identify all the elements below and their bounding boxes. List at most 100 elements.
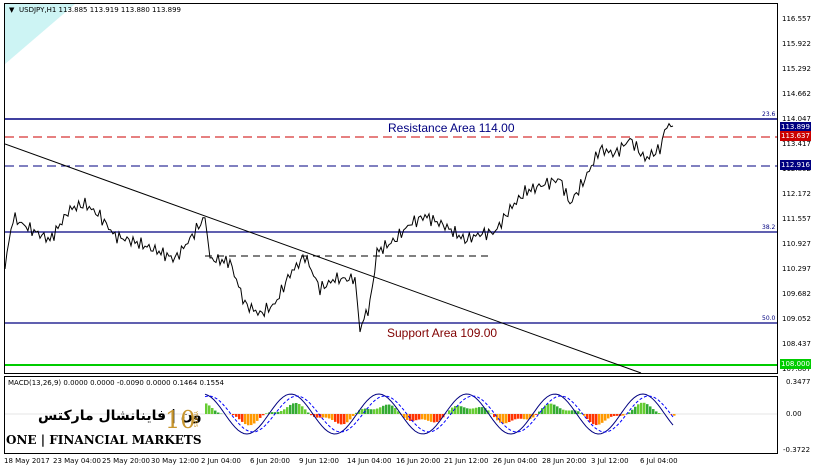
red-level-box: 113.637	[780, 131, 811, 141]
macd-histogram-bar	[481, 407, 484, 414]
macd-histogram-bar	[247, 414, 250, 426]
main-chart-pane[interactable]: ▼ USDJPY,H1 113.885 113.919 113.880 113.…	[4, 3, 778, 374]
time-axis-tick: 2 Jun 04:00	[201, 457, 242, 465]
time-axis[interactable]: 18 May 2017 23 May 04:00 25 May 20:00 30 Ma…	[4, 454, 778, 471]
macd-axis-bottom: -0.3722	[783, 446, 811, 454]
macd-signal-line	[204, 395, 674, 433]
macd-histogram-bar	[436, 414, 439, 422]
macd-pane[interactable]: MACD(13,26,9) 0.0000 0.0000 -0.0090 0.00…	[4, 376, 778, 454]
macd-histogram-bar	[409, 414, 412, 421]
macd-histogram-bar	[346, 414, 349, 423]
macd-histogram-bar	[634, 406, 637, 414]
macd-histogram-bar	[349, 414, 352, 420]
blue-level-box: 112.916	[780, 160, 811, 170]
macd-histogram-bar	[502, 414, 505, 424]
price-axis-tick: 109.682	[782, 290, 811, 298]
current-price-box: 113.899	[780, 122, 811, 132]
macd-histogram-bar	[553, 404, 556, 414]
macd-histogram-bar	[361, 408, 364, 414]
price-axis-tick: 114.662	[782, 90, 811, 98]
price-axis[interactable]: 116.557 115.922 115.292 114.662 114.047 113.4…	[778, 3, 814, 454]
macd-histogram-bar	[244, 414, 247, 425]
macd-histogram-bar	[367, 408, 370, 414]
macd-histogram-bar	[280, 411, 283, 414]
macd-histogram-bar	[256, 414, 259, 421]
macd-histogram-bar	[628, 412, 631, 414]
triangle-down-icon[interactable]: ▼	[9, 6, 15, 14]
macd-histogram-bar	[424, 414, 427, 420]
symbol-header: USDJPY,H1 113.885 113.919 113.880 113.89…	[19, 6, 181, 14]
macd-histogram-bar	[343, 414, 346, 425]
cyan-shade-area	[5, 4, 75, 64]
time-axis-tick: 25 May 20:00	[102, 457, 151, 465]
resistance-annotation: Resistance Area 114.00	[388, 121, 515, 135]
logo-english-text: ONE | FINANCIAL MARKETS	[6, 433, 202, 447]
macd-histogram-bar	[550, 403, 553, 414]
macd-histogram-bar	[373, 409, 376, 414]
price-series	[5, 122, 674, 333]
macd-histogram-bar	[394, 408, 397, 414]
macd-histogram-bar	[271, 412, 274, 414]
macd-histogram-bar	[538, 411, 541, 414]
macd-histogram-bar	[370, 409, 373, 414]
macd-histogram-bar	[259, 414, 262, 418]
macd-histogram-bar	[322, 414, 325, 418]
macd-histogram-bar	[325, 414, 328, 418]
macd-histogram-bar	[208, 405, 211, 414]
time-axis-tick: 18 May 2017	[4, 457, 50, 465]
macd-histogram-bar	[622, 414, 625, 416]
macd-histogram-bar	[439, 414, 442, 421]
macd-histogram-bar	[655, 411, 658, 414]
price-axis-tick: 114.047	[782, 115, 811, 123]
price-axis-tick: 111.557	[782, 215, 811, 223]
time-axis-tick: 14 Jun 04:00	[347, 457, 392, 465]
macd-histogram-bar	[646, 404, 649, 414]
time-axis-tick: 3 Jul 12:00	[591, 457, 629, 465]
macd-histogram-bar	[283, 409, 286, 414]
macd-histogram-bar	[418, 414, 421, 420]
macd-histogram	[205, 402, 676, 426]
macd-axis-zero: 0.00	[786, 410, 802, 418]
macd-histogram-bar	[376, 408, 379, 414]
macd-axis-top: 0.3477	[786, 378, 811, 386]
time-axis-tick: 9 Jun 12:00	[299, 457, 340, 465]
macd-histogram-bar	[652, 409, 655, 414]
macd-histogram-bar	[334, 414, 337, 422]
macd-histogram-bar	[217, 412, 220, 414]
macd-histogram-bar	[352, 414, 355, 417]
macd-histogram-bar	[472, 408, 475, 414]
macd-canvas[interactable]	[5, 377, 777, 453]
macd-histogram-bar	[673, 414, 676, 416]
macd-histogram-bar	[529, 414, 532, 419]
logo-arabic-text: ون | فاينانشال ماركتس	[38, 408, 202, 424]
price-axis-tick: 113.417	[782, 140, 811, 148]
time-axis-tick: 28 Jun 20:00	[542, 457, 587, 465]
price-chart-canvas[interactable]	[5, 4, 777, 373]
macd-histogram-bar	[598, 414, 601, 425]
macd-histogram-bar	[340, 414, 343, 425]
macd-histogram-bar	[301, 406, 304, 414]
macd-histogram-bar	[640, 402, 643, 414]
macd-histogram-bar	[427, 414, 430, 421]
macd-histogram-bar	[547, 403, 550, 414]
macd-histogram-bar	[589, 414, 592, 423]
macd-histogram-bar	[577, 411, 580, 414]
macd-histogram-bar	[388, 404, 391, 414]
macd-histogram-bar	[385, 404, 388, 414]
macd-histogram-bar	[460, 406, 463, 414]
macd-histogram-bar	[469, 408, 472, 414]
macd-histogram-bar	[508, 414, 511, 423]
macd-histogram-bar	[211, 408, 214, 414]
macd-histogram-bar	[466, 408, 469, 414]
macd-histogram-bar	[265, 413, 268, 414]
macd-histogram-bar	[403, 414, 406, 418]
macd-histogram-bar	[544, 405, 547, 414]
macd-histogram-bar	[397, 411, 400, 414]
macd-histogram-bar	[523, 414, 526, 420]
time-axis-tick: 30 May 12:00	[151, 457, 200, 465]
macd-histogram-bar	[601, 414, 604, 423]
green-level-box: 108.000	[780, 359, 811, 369]
macd-histogram-bar	[610, 414, 613, 417]
time-axis-tick: 16 Jun 20:00	[396, 457, 441, 465]
macd-histogram-bar	[505, 414, 508, 424]
